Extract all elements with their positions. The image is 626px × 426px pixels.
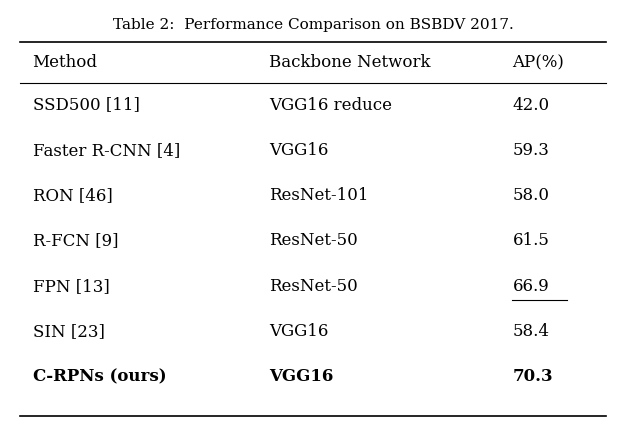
Text: ResNet-101: ResNet-101 [269,187,369,204]
Text: Faster R-CNN [4]: Faster R-CNN [4] [33,142,180,159]
Text: VGG16 reduce: VGG16 reduce [269,97,393,114]
Text: ResNet-50: ResNet-50 [269,233,358,250]
Text: VGG16: VGG16 [269,142,329,159]
Text: C-RPNs (ours): C-RPNs (ours) [33,368,166,385]
Text: 58.4: 58.4 [513,323,550,340]
Text: FPN [13]: FPN [13] [33,278,110,295]
Text: 70.3: 70.3 [513,368,553,385]
Text: Backbone Network: Backbone Network [269,54,431,71]
Text: 66.9: 66.9 [513,278,549,295]
Text: 59.3: 59.3 [513,142,549,159]
Text: Table 2:  Performance Comparison on BSBDV 2017.: Table 2: Performance Comparison on BSBDV… [113,18,513,32]
Text: 61.5: 61.5 [513,233,549,250]
Text: 58.0: 58.0 [513,187,550,204]
Text: R-FCN [9]: R-FCN [9] [33,233,118,250]
Text: 42.0: 42.0 [513,97,550,114]
Text: ResNet-50: ResNet-50 [269,278,358,295]
Text: VGG16: VGG16 [269,368,334,385]
Text: RON [46]: RON [46] [33,187,112,204]
Text: VGG16: VGG16 [269,323,329,340]
Text: AP(%): AP(%) [513,54,564,71]
Text: SIN [23]: SIN [23] [33,323,105,340]
Text: SSD500 [11]: SSD500 [11] [33,97,140,114]
Text: Method: Method [33,54,98,71]
